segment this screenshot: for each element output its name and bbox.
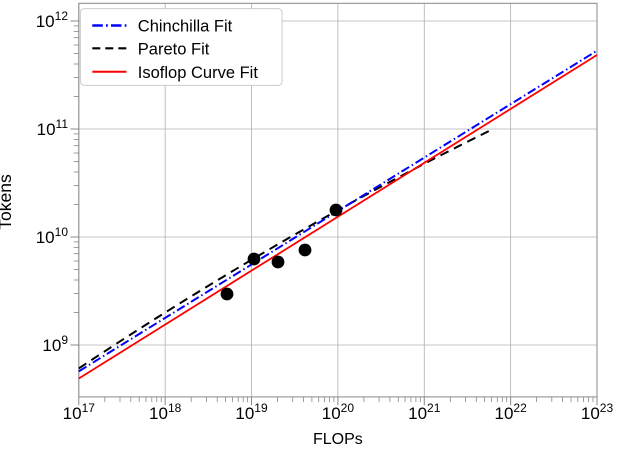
svg-text:Pareto Fit: Pareto Fit	[138, 40, 210, 58]
svg-text:1021: 1021	[408, 401, 441, 423]
svg-text:Isoflop Curve Fit: Isoflop Curve Fit	[138, 64, 259, 82]
svg-text:Chinchilla Fit: Chinchilla Fit	[138, 18, 233, 36]
svg-text:1012: 1012	[36, 9, 69, 31]
svg-text:1011: 1011	[37, 117, 69, 139]
svg-text:1010: 1010	[36, 225, 69, 247]
svg-text:1023: 1023	[581, 401, 614, 423]
svg-text:1020: 1020	[322, 401, 355, 423]
svg-text:1018: 1018	[149, 401, 182, 423]
svg-text:109: 109	[42, 333, 68, 355]
svg-text:1022: 1022	[494, 401, 527, 423]
svg-text:Tokens: Tokens	[0, 174, 15, 230]
svg-text:FLOPs: FLOPs	[313, 431, 363, 448]
svg-text:1017: 1017	[63, 401, 96, 423]
svg-text:1019: 1019	[235, 401, 268, 423]
